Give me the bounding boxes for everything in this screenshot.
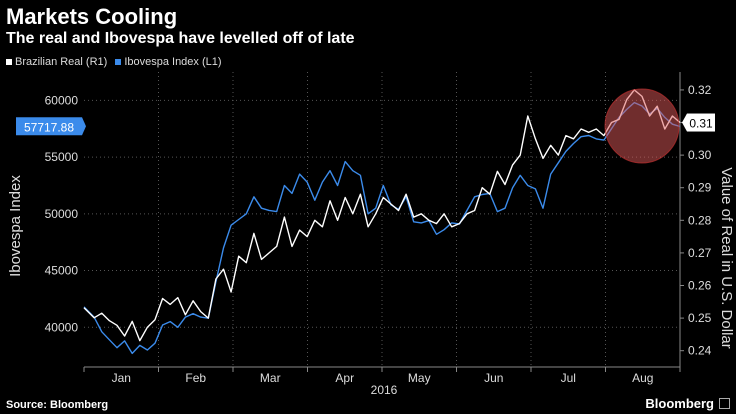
highlight-circle (604, 88, 680, 164)
left-tick-label: 45000 (45, 264, 79, 278)
right-tick-label: 0.24 (688, 344, 712, 358)
legend-swatch-ibovespa (115, 59, 122, 65)
last-value-tag-real (687, 113, 715, 132)
right-tick-label: 0.26 (688, 279, 712, 293)
right-tick-label: 0.28 (688, 213, 712, 227)
gridlines (84, 72, 681, 368)
left-tick-label: 55000 (45, 150, 79, 164)
right-tick-label: 0.29 (688, 181, 712, 195)
legend-label-ibovespa: Ibovespa Index (L1) (124, 56, 222, 68)
x-tick-label: Jun (484, 371, 503, 385)
x-axis-ticks: Jan Feb Mar Apr May Jun Jul Aug (83, 367, 681, 385)
x-tick-label: Aug (632, 371, 653, 385)
x-tick-label: Mar (260, 371, 281, 385)
left-tick-label: 50000 (45, 207, 79, 221)
legend-item-real: Brazilian Real (R1) (6, 56, 107, 68)
x-tick-label: Jan (112, 371, 131, 385)
right-axis-label: Value of Real in U.S. Dollar (718, 167, 735, 348)
x-tick-label: Apr (335, 371, 354, 385)
right-tick-label: 0.25 (688, 311, 712, 325)
x-tick-label: Feb (185, 371, 206, 385)
x-axis-label: 2016 (371, 383, 398, 397)
chart-legend: Brazilian Real (R1) Ibovespa Index (L1) (6, 56, 230, 68)
x-tick-label: Jul (561, 371, 576, 385)
highlight-overlay: 57717.88 0.31 (16, 88, 715, 164)
left-axis-ticks: 40000 45000 50000 55000 60000 (45, 93, 79, 334)
left-axis-label: Ibovespa Index (7, 175, 24, 277)
last-value-label-ibovespa: 57717.88 (24, 120, 74, 134)
x-tick-label: May (408, 371, 431, 385)
legend-item-ibovespa: Ibovespa Index (L1) (115, 56, 222, 68)
chart-title: Markets Cooling (6, 4, 178, 29)
source-note: Source: Bloomberg (6, 399, 109, 411)
series-lines (83, 89, 681, 355)
series-line-real (83, 89, 681, 342)
legend-swatch-real (6, 59, 12, 65)
last-value-tag-ibovespa (16, 117, 82, 136)
last-value-label-real: 0.31 (689, 117, 713, 131)
brand-logo: Bloomberg (645, 396, 714, 411)
left-tick-label: 60000 (45, 93, 79, 107)
last-value-pointer-ibovespa (82, 117, 86, 136)
chart-subtitle: The real and Ibovespa have levelled off … (6, 30, 355, 47)
left-tick-label: 40000 (45, 320, 79, 334)
last-value-pointer-real (682, 113, 687, 132)
right-tick-label: 0.32 (688, 83, 712, 97)
series-line-ibovespa (83, 101, 681, 355)
expand-icon[interactable] (719, 398, 730, 409)
right-tick-label: 0.30 (688, 148, 712, 162)
right-tick-label: 0.27 (688, 246, 712, 260)
legend-label-real: Brazilian Real (R1) (15, 56, 108, 68)
